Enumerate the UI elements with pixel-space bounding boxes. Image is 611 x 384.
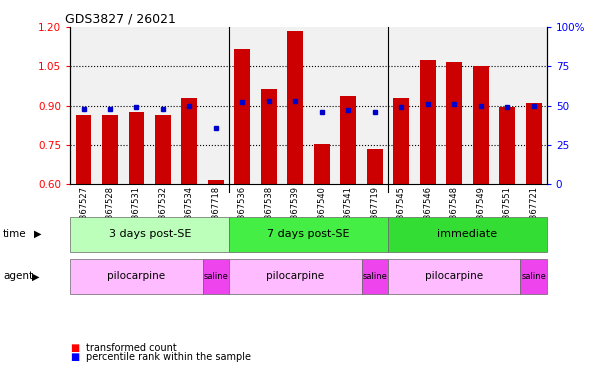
Bar xyxy=(335,27,362,184)
Text: ▶: ▶ xyxy=(34,229,41,239)
Bar xyxy=(521,27,547,184)
Bar xyxy=(441,27,467,184)
Text: ■: ■ xyxy=(70,352,79,362)
Bar xyxy=(473,66,489,184)
Bar xyxy=(235,49,251,184)
Bar xyxy=(314,144,330,184)
Bar xyxy=(76,115,92,184)
Bar xyxy=(176,27,203,184)
Text: immediate: immediate xyxy=(437,229,497,239)
Bar xyxy=(70,27,97,184)
Bar xyxy=(494,27,521,184)
Bar xyxy=(467,27,494,184)
Bar xyxy=(340,96,356,184)
Bar xyxy=(102,115,118,184)
Bar xyxy=(388,27,414,184)
Bar xyxy=(309,27,335,184)
Bar xyxy=(362,27,388,184)
Bar xyxy=(287,31,303,184)
Bar xyxy=(367,149,382,184)
Bar xyxy=(203,27,229,184)
Text: GDS3827 / 26021: GDS3827 / 26021 xyxy=(65,13,177,26)
Text: saline: saline xyxy=(362,272,387,281)
Bar xyxy=(255,27,282,184)
Text: agent: agent xyxy=(3,271,33,281)
Bar xyxy=(393,98,409,184)
Bar xyxy=(414,27,441,184)
Bar xyxy=(229,27,255,184)
Bar xyxy=(420,60,436,184)
Text: percentile rank within the sample: percentile rank within the sample xyxy=(86,352,251,362)
Text: transformed count: transformed count xyxy=(86,343,177,353)
Bar xyxy=(155,115,171,184)
Text: 3 days post-SE: 3 days post-SE xyxy=(109,229,191,239)
Bar xyxy=(128,112,144,184)
Text: pilocarpine: pilocarpine xyxy=(108,271,166,281)
Bar xyxy=(150,27,176,184)
Bar xyxy=(97,27,123,184)
Text: ▶: ▶ xyxy=(32,271,39,281)
Text: pilocarpine: pilocarpine xyxy=(425,271,483,281)
Bar xyxy=(261,89,277,184)
Bar xyxy=(123,27,150,184)
Bar xyxy=(181,98,197,184)
Bar xyxy=(499,107,515,184)
Text: 7 days post-SE: 7 days post-SE xyxy=(267,229,350,239)
Bar xyxy=(208,180,224,184)
Bar xyxy=(446,62,462,184)
Text: saline: saline xyxy=(203,272,229,281)
Bar xyxy=(525,103,541,184)
Bar xyxy=(282,27,309,184)
Text: saline: saline xyxy=(521,272,546,281)
Text: pilocarpine: pilocarpine xyxy=(266,271,324,281)
Text: ■: ■ xyxy=(70,343,79,353)
Text: time: time xyxy=(3,229,27,239)
